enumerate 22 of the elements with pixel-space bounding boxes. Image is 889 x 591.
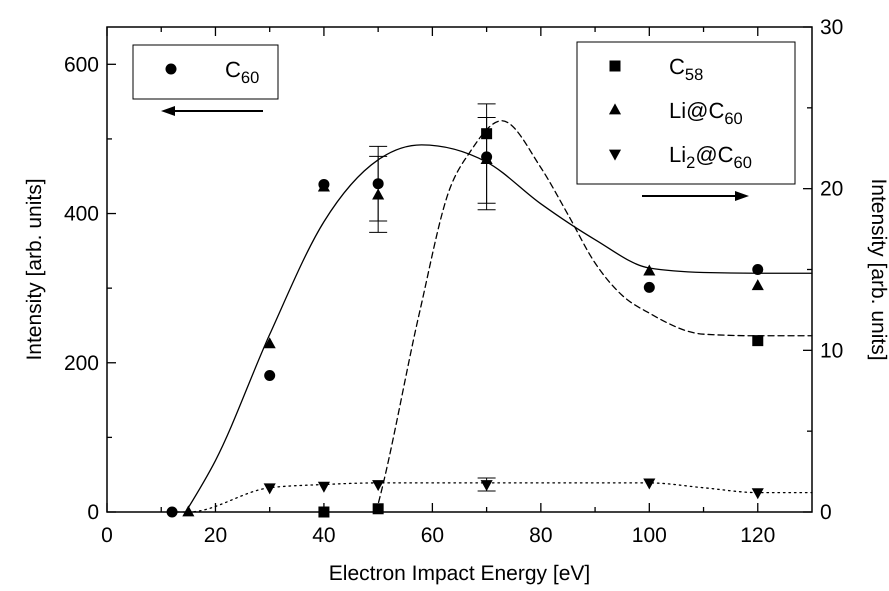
x-tick-label: 120 — [740, 524, 776, 547]
legend-label: Li$_{2}$@C$_{60}$ — [669, 142, 752, 172]
x-tick-label: 20 — [204, 524, 228, 547]
y-tick-label: 200 — [64, 352, 99, 375]
y-tick-label: 400 — [64, 202, 99, 226]
x-tick-label: 40 — [312, 524, 336, 547]
x-tick-label: 80 — [529, 524, 553, 547]
y2-tick-label: 20 — [820, 178, 844, 201]
legend-label: C$_{58}$ — [669, 54, 704, 84]
y2-axis-title: Intensity [arb. units] — [867, 178, 889, 361]
legend-label: Li@C$_{60}$ — [669, 98, 743, 128]
y2-tick-label: 0 — [820, 501, 832, 524]
x-tick-label: 0 — [101, 524, 113, 547]
legend-label: C$_{60}$ — [225, 57, 260, 87]
y2-tick-label: 10 — [820, 339, 844, 362]
y-tick-label: 0 — [87, 501, 99, 524]
x-tick-label: 100 — [632, 524, 667, 547]
y-axis-title: Intensity [arb. units] — [23, 178, 46, 361]
x-axis-title: Electron Impact Energy [eV] — [328, 562, 590, 585]
y2-tick-label: 30 — [820, 16, 844, 39]
y-tick-label: 600 — [64, 53, 99, 76]
x-tick-label: 60 — [420, 524, 444, 547]
